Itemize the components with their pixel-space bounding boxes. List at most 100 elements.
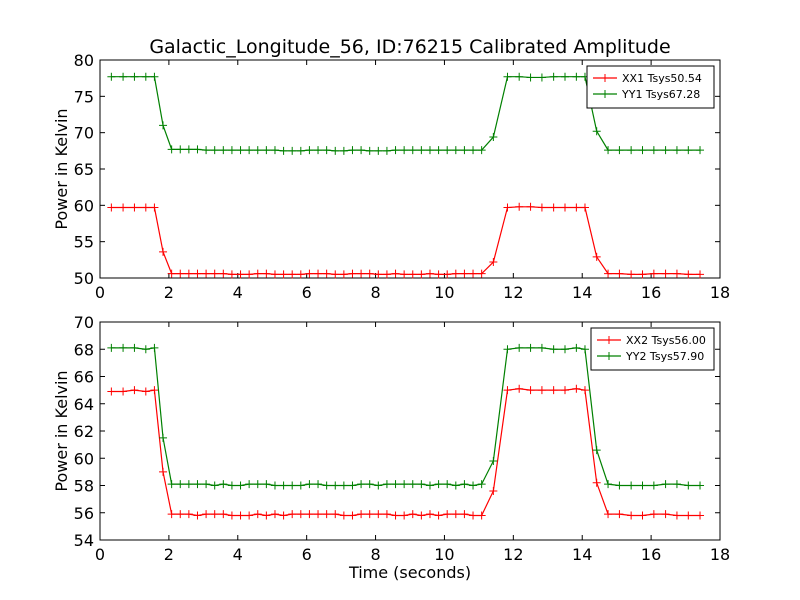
data-point bbox=[270, 481, 279, 490]
y-tick-label: 60 bbox=[74, 196, 94, 215]
data-point bbox=[227, 481, 236, 490]
data-point bbox=[460, 510, 469, 519]
data-point bbox=[649, 481, 658, 490]
chart-panel-1: 0 2 4 6 8 10 12 14 16 18 50 55 60 65 70 75 80 Power in Ke… bbox=[52, 51, 730, 302]
data-point bbox=[469, 146, 478, 155]
data-point bbox=[469, 481, 478, 490]
data-point bbox=[193, 269, 202, 278]
data-point bbox=[365, 510, 374, 519]
data-point bbox=[141, 387, 150, 396]
data-point bbox=[176, 510, 185, 519]
data-point bbox=[696, 146, 705, 155]
data-point bbox=[331, 510, 340, 519]
data-point bbox=[365, 480, 374, 489]
data-point bbox=[604, 480, 613, 489]
data-point bbox=[245, 146, 254, 155]
x-tick-label: 4 bbox=[233, 283, 243, 302]
data-point bbox=[400, 511, 409, 520]
data-point bbox=[443, 480, 452, 489]
data-point bbox=[515, 384, 524, 393]
data-point bbox=[451, 146, 460, 155]
x-tick-label: 12 bbox=[503, 283, 523, 302]
data-point bbox=[649, 269, 658, 278]
data-point bbox=[374, 146, 383, 155]
data-point bbox=[245, 511, 254, 520]
data-point bbox=[469, 269, 478, 278]
data-point bbox=[322, 146, 331, 155]
data-point bbox=[262, 480, 271, 489]
data-point bbox=[615, 510, 624, 519]
data-point bbox=[279, 511, 288, 520]
data-point bbox=[434, 480, 443, 489]
data-point bbox=[391, 269, 400, 278]
data-point bbox=[305, 269, 314, 278]
y-tick-label: 56 bbox=[74, 504, 94, 523]
data-point bbox=[503, 345, 512, 354]
data-point bbox=[408, 146, 417, 155]
data-point bbox=[477, 480, 486, 489]
data-point bbox=[615, 269, 624, 278]
y-tick-label: 68 bbox=[74, 340, 94, 359]
data-point bbox=[451, 269, 460, 278]
legend-label: YY2 Tsys57.90 bbox=[625, 350, 704, 363]
x-tick-label: 16 bbox=[641, 283, 661, 302]
data-point bbox=[184, 480, 193, 489]
x-tick-label: 16 bbox=[641, 545, 661, 564]
data-point bbox=[400, 270, 409, 279]
data-point bbox=[210, 146, 219, 155]
x-tick-label: 8 bbox=[370, 545, 380, 564]
data-point bbox=[537, 386, 546, 395]
data-point bbox=[434, 146, 443, 155]
data-point bbox=[141, 203, 150, 212]
data-point bbox=[296, 510, 305, 519]
data-point bbox=[434, 270, 443, 279]
x-tick-label: 6 bbox=[302, 545, 312, 564]
legend-box bbox=[586, 65, 715, 109]
data-point bbox=[451, 510, 460, 519]
y-tick-label: 70 bbox=[74, 124, 94, 143]
data-point bbox=[159, 247, 168, 256]
x-tick-label: 8 bbox=[370, 283, 380, 302]
data-point bbox=[391, 480, 400, 489]
data-point bbox=[119, 72, 128, 81]
data-point bbox=[322, 481, 331, 490]
data-point bbox=[107, 203, 116, 212]
data-point bbox=[305, 146, 314, 155]
data-point bbox=[159, 121, 168, 130]
data-point bbox=[357, 510, 366, 519]
data-point bbox=[236, 146, 245, 155]
chart-title: Galactic_Longitude_56, ID:76215 Calibrat… bbox=[149, 36, 670, 58]
data-point bbox=[219, 510, 228, 519]
data-point bbox=[460, 269, 469, 278]
data-point bbox=[253, 510, 262, 519]
y-tick-label: 54 bbox=[74, 531, 94, 550]
legend-label: YY1 Tsys67.28 bbox=[621, 88, 700, 101]
data-point bbox=[348, 481, 357, 490]
data-point bbox=[417, 270, 426, 279]
data-point bbox=[236, 481, 245, 490]
data-point bbox=[638, 270, 647, 279]
data-point bbox=[119, 203, 128, 212]
data-point bbox=[460, 480, 469, 489]
data-point bbox=[236, 511, 245, 520]
data-point bbox=[150, 203, 159, 212]
data-point bbox=[227, 270, 236, 279]
data-point bbox=[150, 386, 159, 395]
data-point bbox=[176, 480, 185, 489]
y-tick-label: 75 bbox=[74, 87, 94, 106]
data-point bbox=[348, 269, 357, 278]
y-tick-label: 62 bbox=[74, 422, 94, 441]
series-1 bbox=[107, 202, 705, 279]
data-point bbox=[572, 203, 581, 212]
legend-label: XX2 Tsys56.00 bbox=[626, 334, 706, 347]
series-2 bbox=[107, 343, 705, 490]
data-point bbox=[288, 481, 297, 490]
data-point bbox=[119, 387, 128, 396]
data-point bbox=[503, 72, 512, 81]
data-point bbox=[537, 73, 546, 82]
x-tick-label: 4 bbox=[233, 545, 243, 564]
data-point bbox=[357, 480, 366, 489]
data-point bbox=[649, 510, 658, 519]
